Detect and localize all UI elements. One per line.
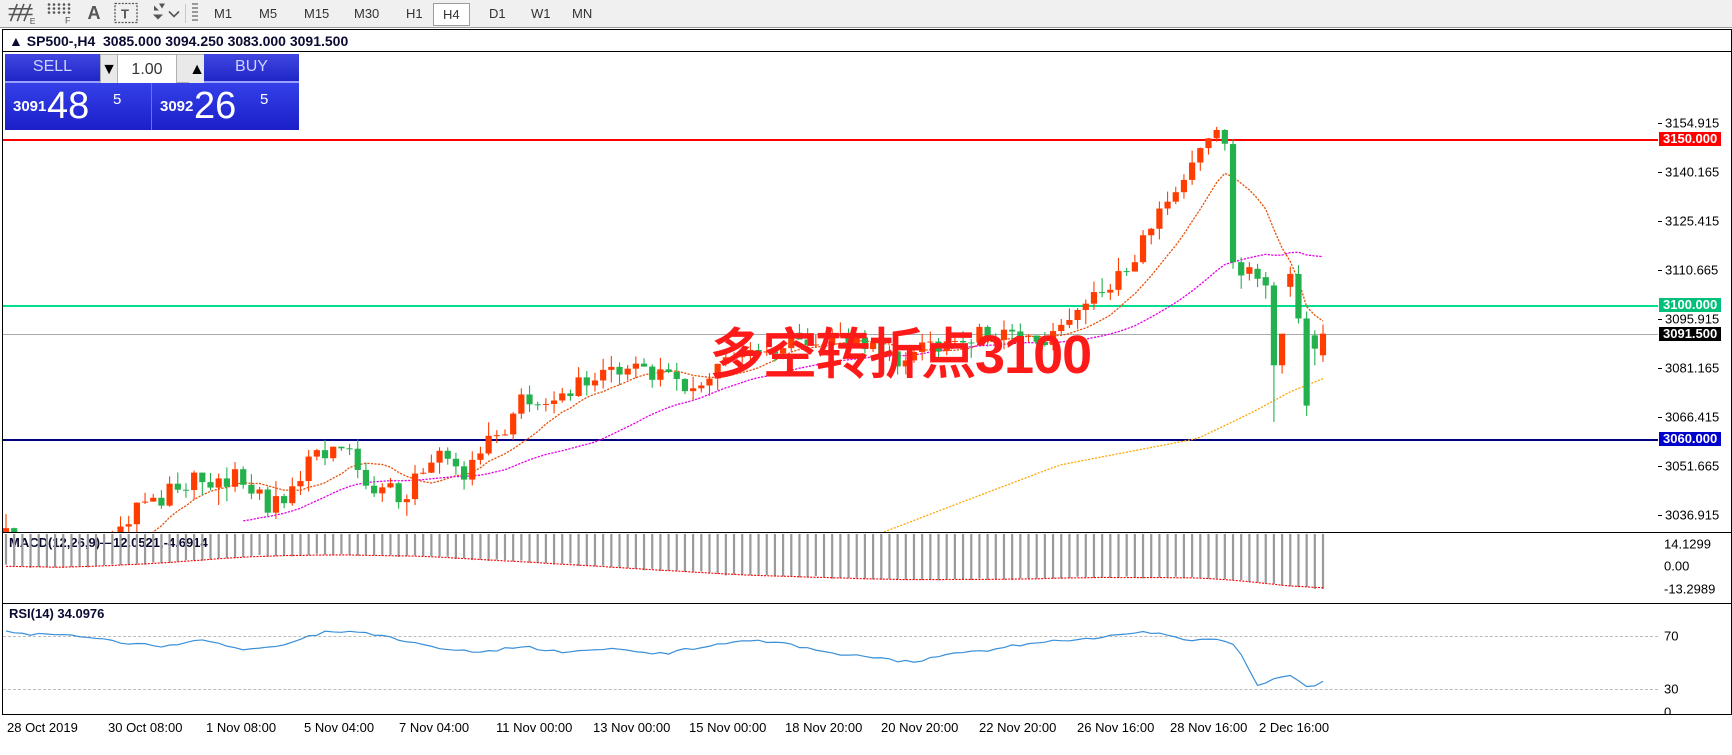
svg-text:F: F [65, 16, 71, 26]
svg-text:E: E [30, 16, 36, 25]
svg-text:T: T [121, 7, 129, 22]
